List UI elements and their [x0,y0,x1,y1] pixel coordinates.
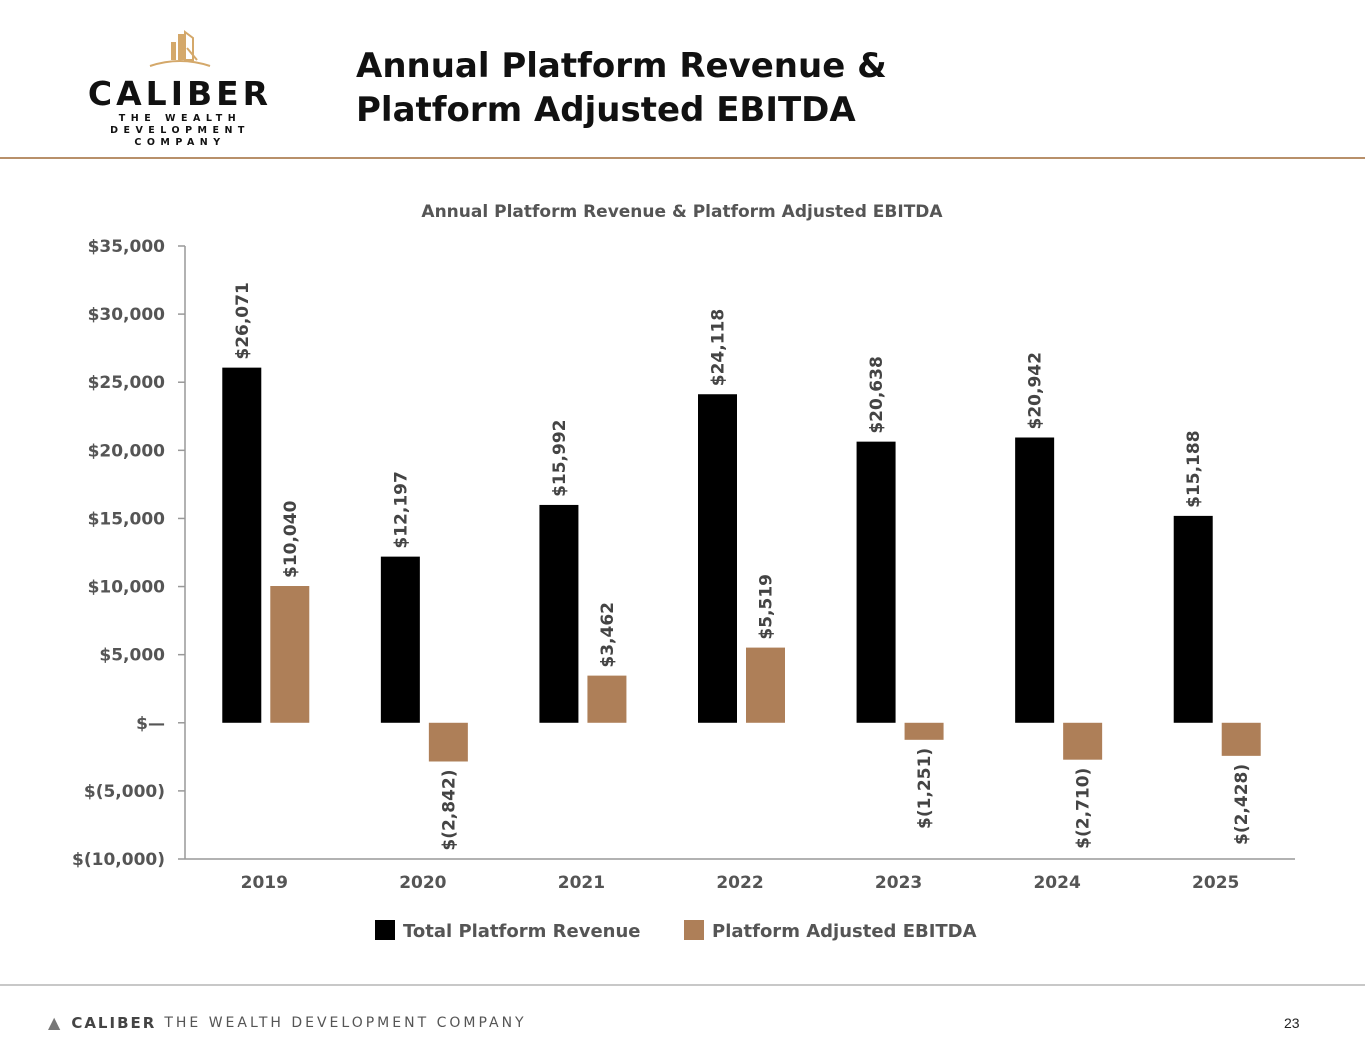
footer-brand: ▲ CALIBER THE WEALTH DEVELOPMENT COMPANY [48,1013,527,1032]
y-tick-label: $— [136,714,165,734]
x-tick-label: 2023 [875,873,922,893]
x-tick-label: 2021 [558,873,605,893]
ebitda-bar [1221,722,1261,756]
y-tick-label: $(10,000) [72,850,165,870]
data-label: $20,942 [1026,352,1046,429]
building-logo-icon [149,30,211,67]
y-tick-label: $30,000 [88,305,166,325]
y-tick-label: $25,000 [88,373,166,393]
data-label: $26,071 [233,282,253,359]
x-tick-label: 2024 [1033,873,1080,893]
y-tick-label: $5,000 [99,646,165,666]
x-tick-label: 2025 [1192,873,1239,893]
chart-title: Annual Platform Revenue & Platform Adjus… [421,202,943,222]
title-line-1: Annual Platform Revenue & [356,46,887,86]
page-title: Annual Platform Revenue & Platform Adjus… [356,44,887,132]
data-label: $24,118 [709,309,729,386]
revenue-bar [380,556,420,723]
footer-divider [0,984,1365,986]
y-tick-label: $(5,000) [84,782,165,802]
revenue-bar [539,504,579,723]
ebitda-bar [746,647,785,723]
data-label: $5,519 [757,574,777,640]
x-tick-label: 2019 [241,873,288,893]
revenue-bar [222,367,262,723]
revenue-bar [1015,437,1055,723]
data-label: $(2,842) [439,769,459,850]
legend-label: Platform Adjusted EBITDA [712,921,977,942]
legend-swatch [684,920,704,940]
data-label: $(2,710) [1074,768,1094,849]
data-label: $15,188 [1184,430,1204,507]
logo-wordmark: CALIBER [87,74,273,113]
ebitda-bar [904,722,944,740]
ebitda-bar [428,722,468,762]
data-label: $3,462 [598,602,618,668]
revenue-bar [1173,515,1213,723]
y-tick-label: $15,000 [88,509,166,529]
ebitda-bar [270,586,310,723]
logo-tagline: THE WEALTH DEVELOPMENT [110,113,250,136]
y-tick-label: $35,000 [88,237,166,257]
footer-logo-icon: ▲ [48,1013,64,1032]
x-tick-label: 2022 [716,873,763,893]
ebitda-bar [587,675,627,723]
y-tick-label: $20,000 [88,441,166,461]
title-line-2: Platform Adjusted EBITDA [356,90,856,130]
data-label: $15,992 [550,419,570,496]
legend-label: Total Platform Revenue [403,921,641,942]
x-tick-label: 2020 [399,873,446,893]
data-label: $20,638 [867,356,887,433]
page-number: 23 [1284,1015,1300,1031]
y-tick-label: $10,000 [88,578,166,598]
ebitda-bar [1063,722,1103,760]
footer-brand-name: CALIBER [71,1013,157,1032]
caliber-logo: CALIBER THE WEALTH DEVELOPMENT COMPANY [50,28,310,149]
revenue-bar [856,441,896,723]
legend-swatch [375,920,395,940]
logo-tagline-2: COMPANY [134,137,226,148]
data-label: $(1,251) [915,748,935,829]
data-label: $(2,428) [1232,764,1252,845]
header-divider [0,157,1365,159]
data-label: $10,040 [281,500,301,578]
data-label: $12,197 [391,471,411,548]
footer-tagline: THE WEALTH DEVELOPMENT COMPANY [164,1014,527,1031]
revenue-bar [698,394,737,723]
